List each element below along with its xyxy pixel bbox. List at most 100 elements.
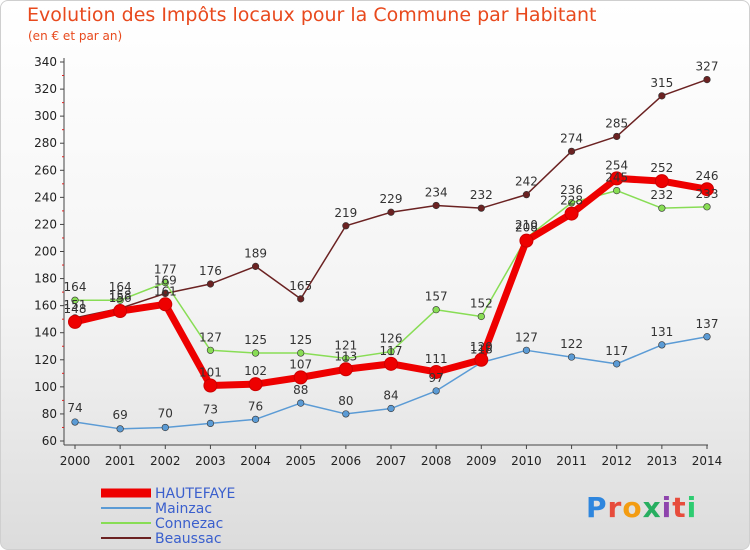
- data-point: [338, 362, 353, 377]
- data-point: [161, 423, 169, 432]
- y-tick-label: 80: [42, 407, 57, 421]
- data-point: [432, 387, 440, 395]
- data-label: 121: [334, 338, 357, 352]
- data-label: 327: [696, 60, 719, 74]
- data-point: [567, 199, 576, 207]
- data-label: 234: [425, 185, 448, 199]
- data-label: 254: [605, 158, 628, 172]
- data-point: [71, 296, 79, 304]
- x-tick-label: 2014: [692, 454, 723, 468]
- data-point: [248, 377, 263, 392]
- y-tick-label: 260: [34, 163, 57, 177]
- x-tick-label: 2009: [466, 454, 497, 468]
- x-tick-label: 2008: [421, 454, 452, 468]
- data-label: 161: [154, 284, 177, 298]
- data-point: [116, 425, 124, 433]
- data-label: 252: [650, 161, 673, 175]
- data-point: [206, 419, 215, 428]
- data-point: [658, 204, 666, 212]
- data-label: 232: [650, 188, 673, 202]
- data-point: [387, 208, 395, 216]
- data-point: [206, 280, 215, 288]
- data-label: 219: [334, 206, 357, 220]
- chart-subtitle: (en € et par an): [28, 29, 123, 43]
- data-label: 84: [383, 389, 398, 403]
- data-label: 156: [109, 291, 132, 305]
- logo-letter: o: [622, 491, 643, 524]
- data-label: 233: [696, 187, 719, 201]
- data-label: 157: [425, 290, 448, 304]
- data-label: 125: [289, 333, 312, 347]
- y-tick-label: 340: [34, 55, 57, 69]
- data-point: [297, 349, 305, 357]
- data-label: 117: [605, 344, 628, 358]
- legend-label-connezac: Connezac: [155, 516, 223, 532]
- data-point: [113, 304, 128, 319]
- data-point: [429, 364, 444, 379]
- logo-letter: P: [586, 491, 608, 524]
- chart-title: Evolution des Impôts locaux pour la Comm…: [27, 4, 597, 26]
- data-label: 97: [429, 371, 444, 385]
- data-label: 165: [289, 279, 312, 293]
- data-point: [613, 186, 621, 195]
- data-point: [700, 182, 714, 197]
- data-label: 232: [470, 188, 493, 202]
- data-point: [432, 201, 440, 210]
- data-point: [564, 206, 579, 221]
- data-label: 131: [650, 325, 673, 339]
- data-point: [384, 356, 398, 371]
- data-label: 76: [248, 399, 263, 413]
- legend-label-mainzac: Mainzac: [155, 501, 212, 517]
- data-point: [71, 418, 79, 426]
- data-label: 245: [605, 171, 628, 185]
- y-tick-label: 180: [34, 272, 57, 286]
- data-point: [613, 132, 621, 141]
- y-tick-label: 300: [34, 109, 57, 123]
- data-point: [297, 399, 305, 407]
- data-point: [567, 353, 576, 361]
- data-label: 125: [244, 333, 267, 347]
- data-label: 246: [696, 169, 719, 183]
- data-point: [158, 297, 173, 312]
- y-tick-label: 280: [34, 136, 57, 150]
- logo-letter: t: [672, 491, 687, 524]
- x-tick-label: 2001: [105, 454, 136, 468]
- data-label: 274: [560, 131, 583, 145]
- data-point: [161, 279, 169, 287]
- data-label: 111: [425, 352, 448, 366]
- data-label: 236: [560, 183, 583, 197]
- x-tick-label: 2005: [285, 454, 316, 468]
- data-label: 73: [203, 402, 218, 416]
- data-label: 70: [158, 406, 173, 420]
- data-point: [251, 415, 260, 423]
- data-label: 228: [560, 194, 583, 208]
- logo-letter: i: [661, 491, 673, 524]
- data-label: 152: [470, 296, 493, 310]
- data-point: [654, 174, 669, 189]
- data-point: [474, 352, 489, 367]
- legend-label-hautefaye: HAUTEFAYE: [155, 486, 235, 502]
- x-tick-label: 2012: [601, 454, 632, 468]
- data-point: [703, 75, 711, 84]
- data-point: [342, 410, 350, 418]
- y-tick-label: 160: [34, 299, 57, 313]
- data-point: [519, 233, 534, 248]
- data-label: 151: [64, 298, 87, 312]
- data-label: 80: [338, 394, 353, 408]
- data-label: 107: [289, 357, 312, 371]
- data-point: [161, 289, 169, 298]
- data-point: [613, 360, 621, 368]
- x-tick-label: 2003: [195, 454, 226, 468]
- data-point: [203, 378, 218, 393]
- logo-letter: r: [607, 491, 623, 524]
- data-label: 120: [470, 340, 493, 354]
- data-label: 102: [244, 364, 267, 378]
- data-label: 158: [109, 288, 132, 302]
- x-tick-label: 2007: [376, 454, 407, 468]
- data-label: 122: [560, 337, 583, 351]
- data-point: [522, 346, 531, 354]
- data-point: [387, 404, 395, 413]
- data-label: 127: [199, 330, 222, 344]
- data-point: [297, 295, 305, 303]
